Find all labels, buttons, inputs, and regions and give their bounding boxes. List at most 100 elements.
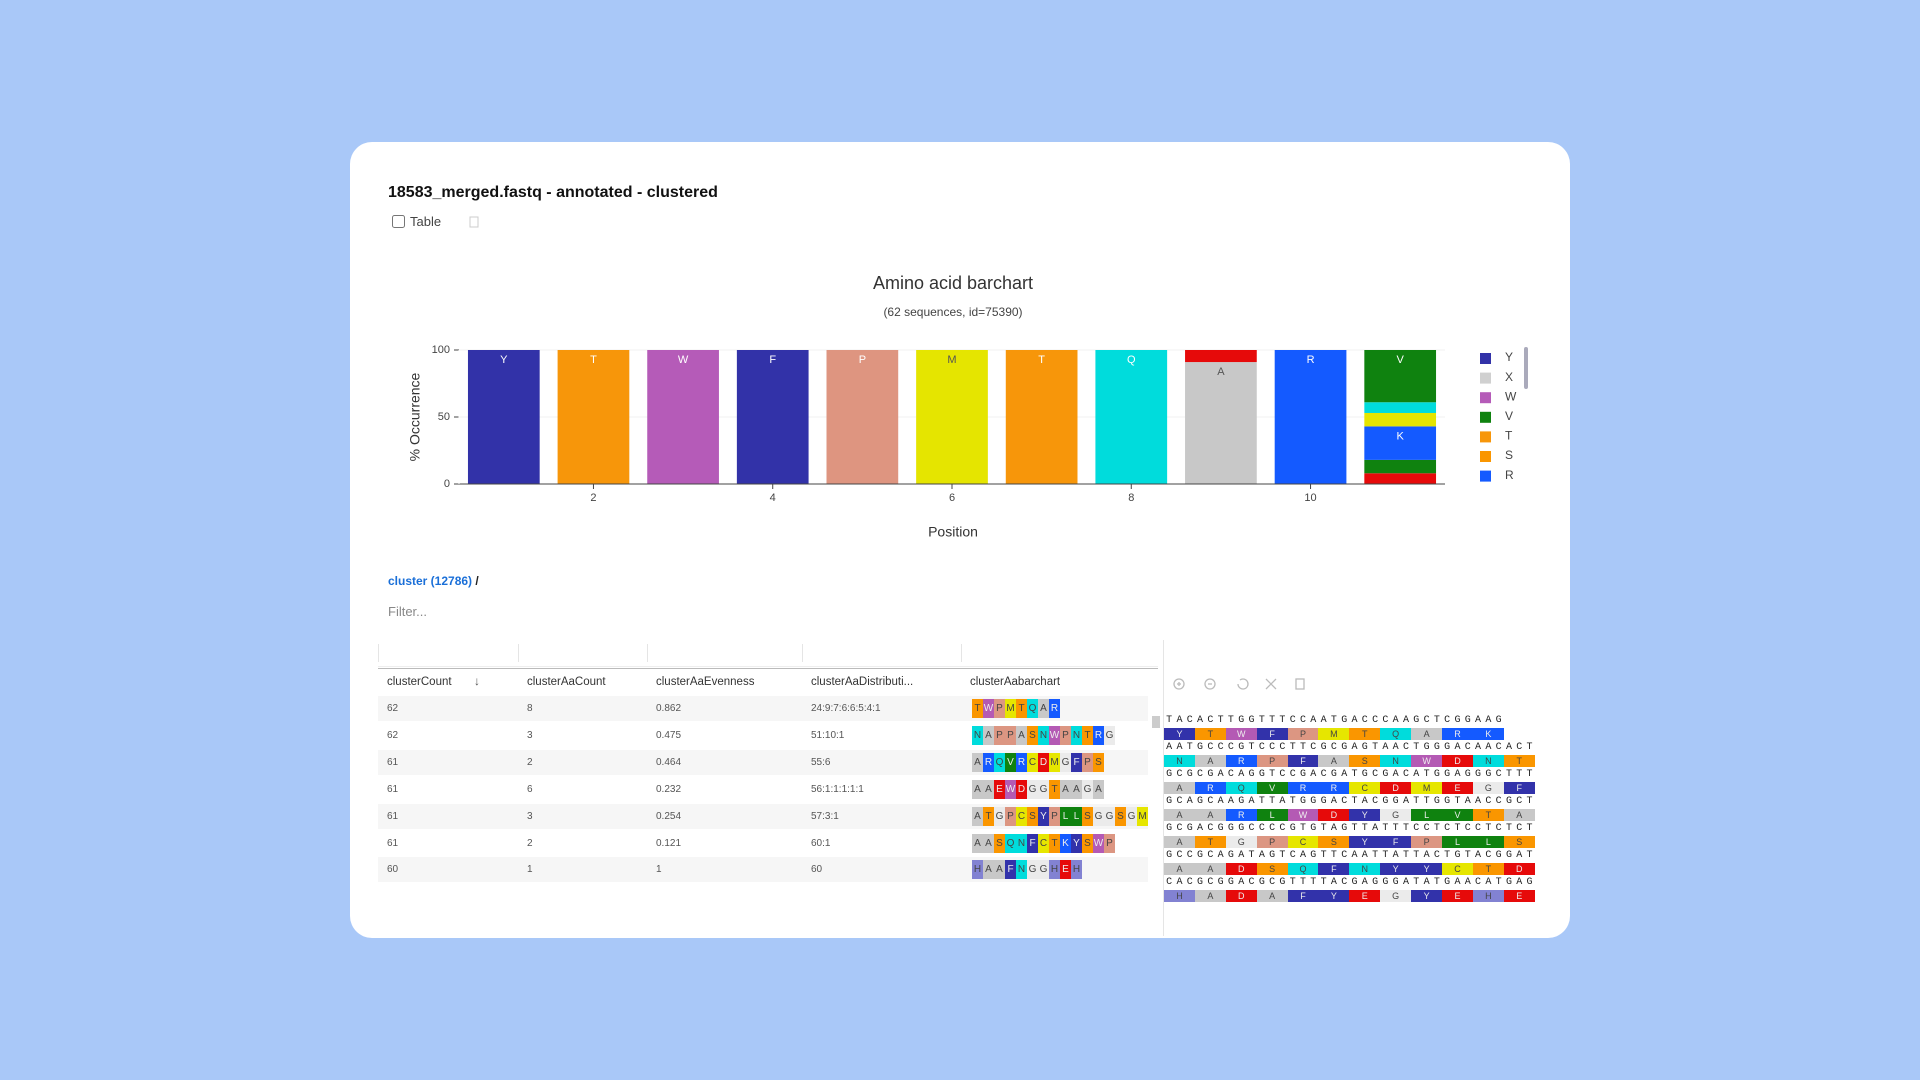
column-header[interactable]: clusterAabarchart [970,676,1061,688]
breadcrumb-link[interactable]: cluster (12786) [388,574,473,588]
table-cell: 61 [387,837,399,849]
legend-label: Y [1505,350,1513,364]
chart-subtitle: (62 sequences, id=75390) [883,305,1022,319]
table-cell: 24:9:7:6:6:5:4:1 [811,703,881,714]
bar-segment [557,350,630,484]
page-title: 18583_merged.fastq - annotated - cluster… [388,184,718,201]
segment-label: Y [500,354,508,366]
bar-segment [1185,362,1257,484]
table-scrollbar[interactable] [1152,716,1160,728]
table-cell: 61 [387,783,399,795]
segment-label: P [859,354,866,366]
x-tick-label: 6 [949,492,955,504]
legend-swatch [1480,411,1491,423]
column-header[interactable]: clusterCount [387,676,452,688]
segment-label: T [590,354,597,366]
download[interactable] [1295,678,1305,690]
table-cell: 3 [527,810,533,822]
table-cell: 57:3:1 [811,810,839,822]
table-cell: 0.464 [656,756,682,768]
table-cell: 62 [387,703,399,714]
bar-segment [467,350,540,484]
chart-title: Amino acid barchart [873,273,1033,293]
table-cell: 60 [387,864,399,876]
reset[interactable] [1237,678,1249,690]
bar-segment [1364,402,1437,413]
table-cell: 6 [527,783,533,795]
table-cell: 0.121 [656,837,682,849]
table-cell: 1 [527,864,533,876]
segment-label: A [1217,366,1225,378]
legend-swatch [1480,372,1491,384]
legend-label: T [1505,429,1513,443]
copy-icon[interactable] [468,216,480,228]
table-cell: 1 [656,864,662,876]
legend-scrollbar[interactable] [1524,347,1528,389]
table-cell: 2 [527,756,533,768]
column-separator [802,644,803,662]
legend-label: S [1505,448,1513,462]
bar-segment [1364,350,1437,403]
column-separator [961,644,962,662]
bar-segment [1364,412,1437,427]
y-axis-label: % Occurrence [407,372,423,461]
header-row [378,668,1158,695]
segment-label: W [678,354,689,366]
autoscale[interactable] [1265,678,1277,690]
column-header[interactable]: clusterAaDistributi... [811,676,914,688]
table-cell: 62 [387,729,399,741]
x-tick-label: 4 [770,492,776,504]
table-cell: 3 [527,729,533,741]
table-cell: 61 [387,810,399,822]
panel: 18583_merged.fastq - annotated - cluster… [350,142,1570,938]
table-toggle[interactable]: Table [392,214,480,229]
column-header[interactable]: clusterAaEvenness [656,676,755,688]
bar-segment [1364,426,1437,460]
y-tick-label: 50 [438,411,450,423]
table-cell: 60:1 [811,837,831,849]
table-cell: 0.475 [656,729,682,741]
legend-label: R [1505,468,1514,482]
zoom-out[interactable] [1204,678,1216,690]
column-separator [647,644,648,662]
bar-segment [1364,459,1437,474]
toggle-label: Table [410,214,442,229]
x-tick-label: 8 [1128,492,1134,504]
legend-swatch [1480,353,1491,364]
legend-swatch [1480,470,1491,482]
legend-swatch [1480,451,1491,462]
sort-indicator: ↓ [474,674,480,688]
legend-swatch [1480,431,1491,443]
x-tick-label: 2 [590,492,596,504]
bar-segment [1185,350,1257,363]
filter-row [378,640,1158,667]
column-header[interactable]: clusterAaCount [527,676,606,688]
table-cell: 60 [811,864,823,876]
zoom-in[interactable] [1173,678,1185,690]
filter-input[interactable]: Filter... [388,604,428,619]
segment-label: Q [1127,354,1136,366]
segment-label: K [1397,430,1405,442]
table-cell: 56:1:1:1:1:1 [811,783,864,795]
bar-segment [916,350,988,484]
legend-label: X [1505,370,1513,384]
checkbox[interactable] [392,215,405,228]
bar-segment [1364,473,1437,484]
toolbar [1173,678,1305,690]
table-cell: 0.232 [656,783,682,795]
table-cell: 8 [527,703,533,714]
